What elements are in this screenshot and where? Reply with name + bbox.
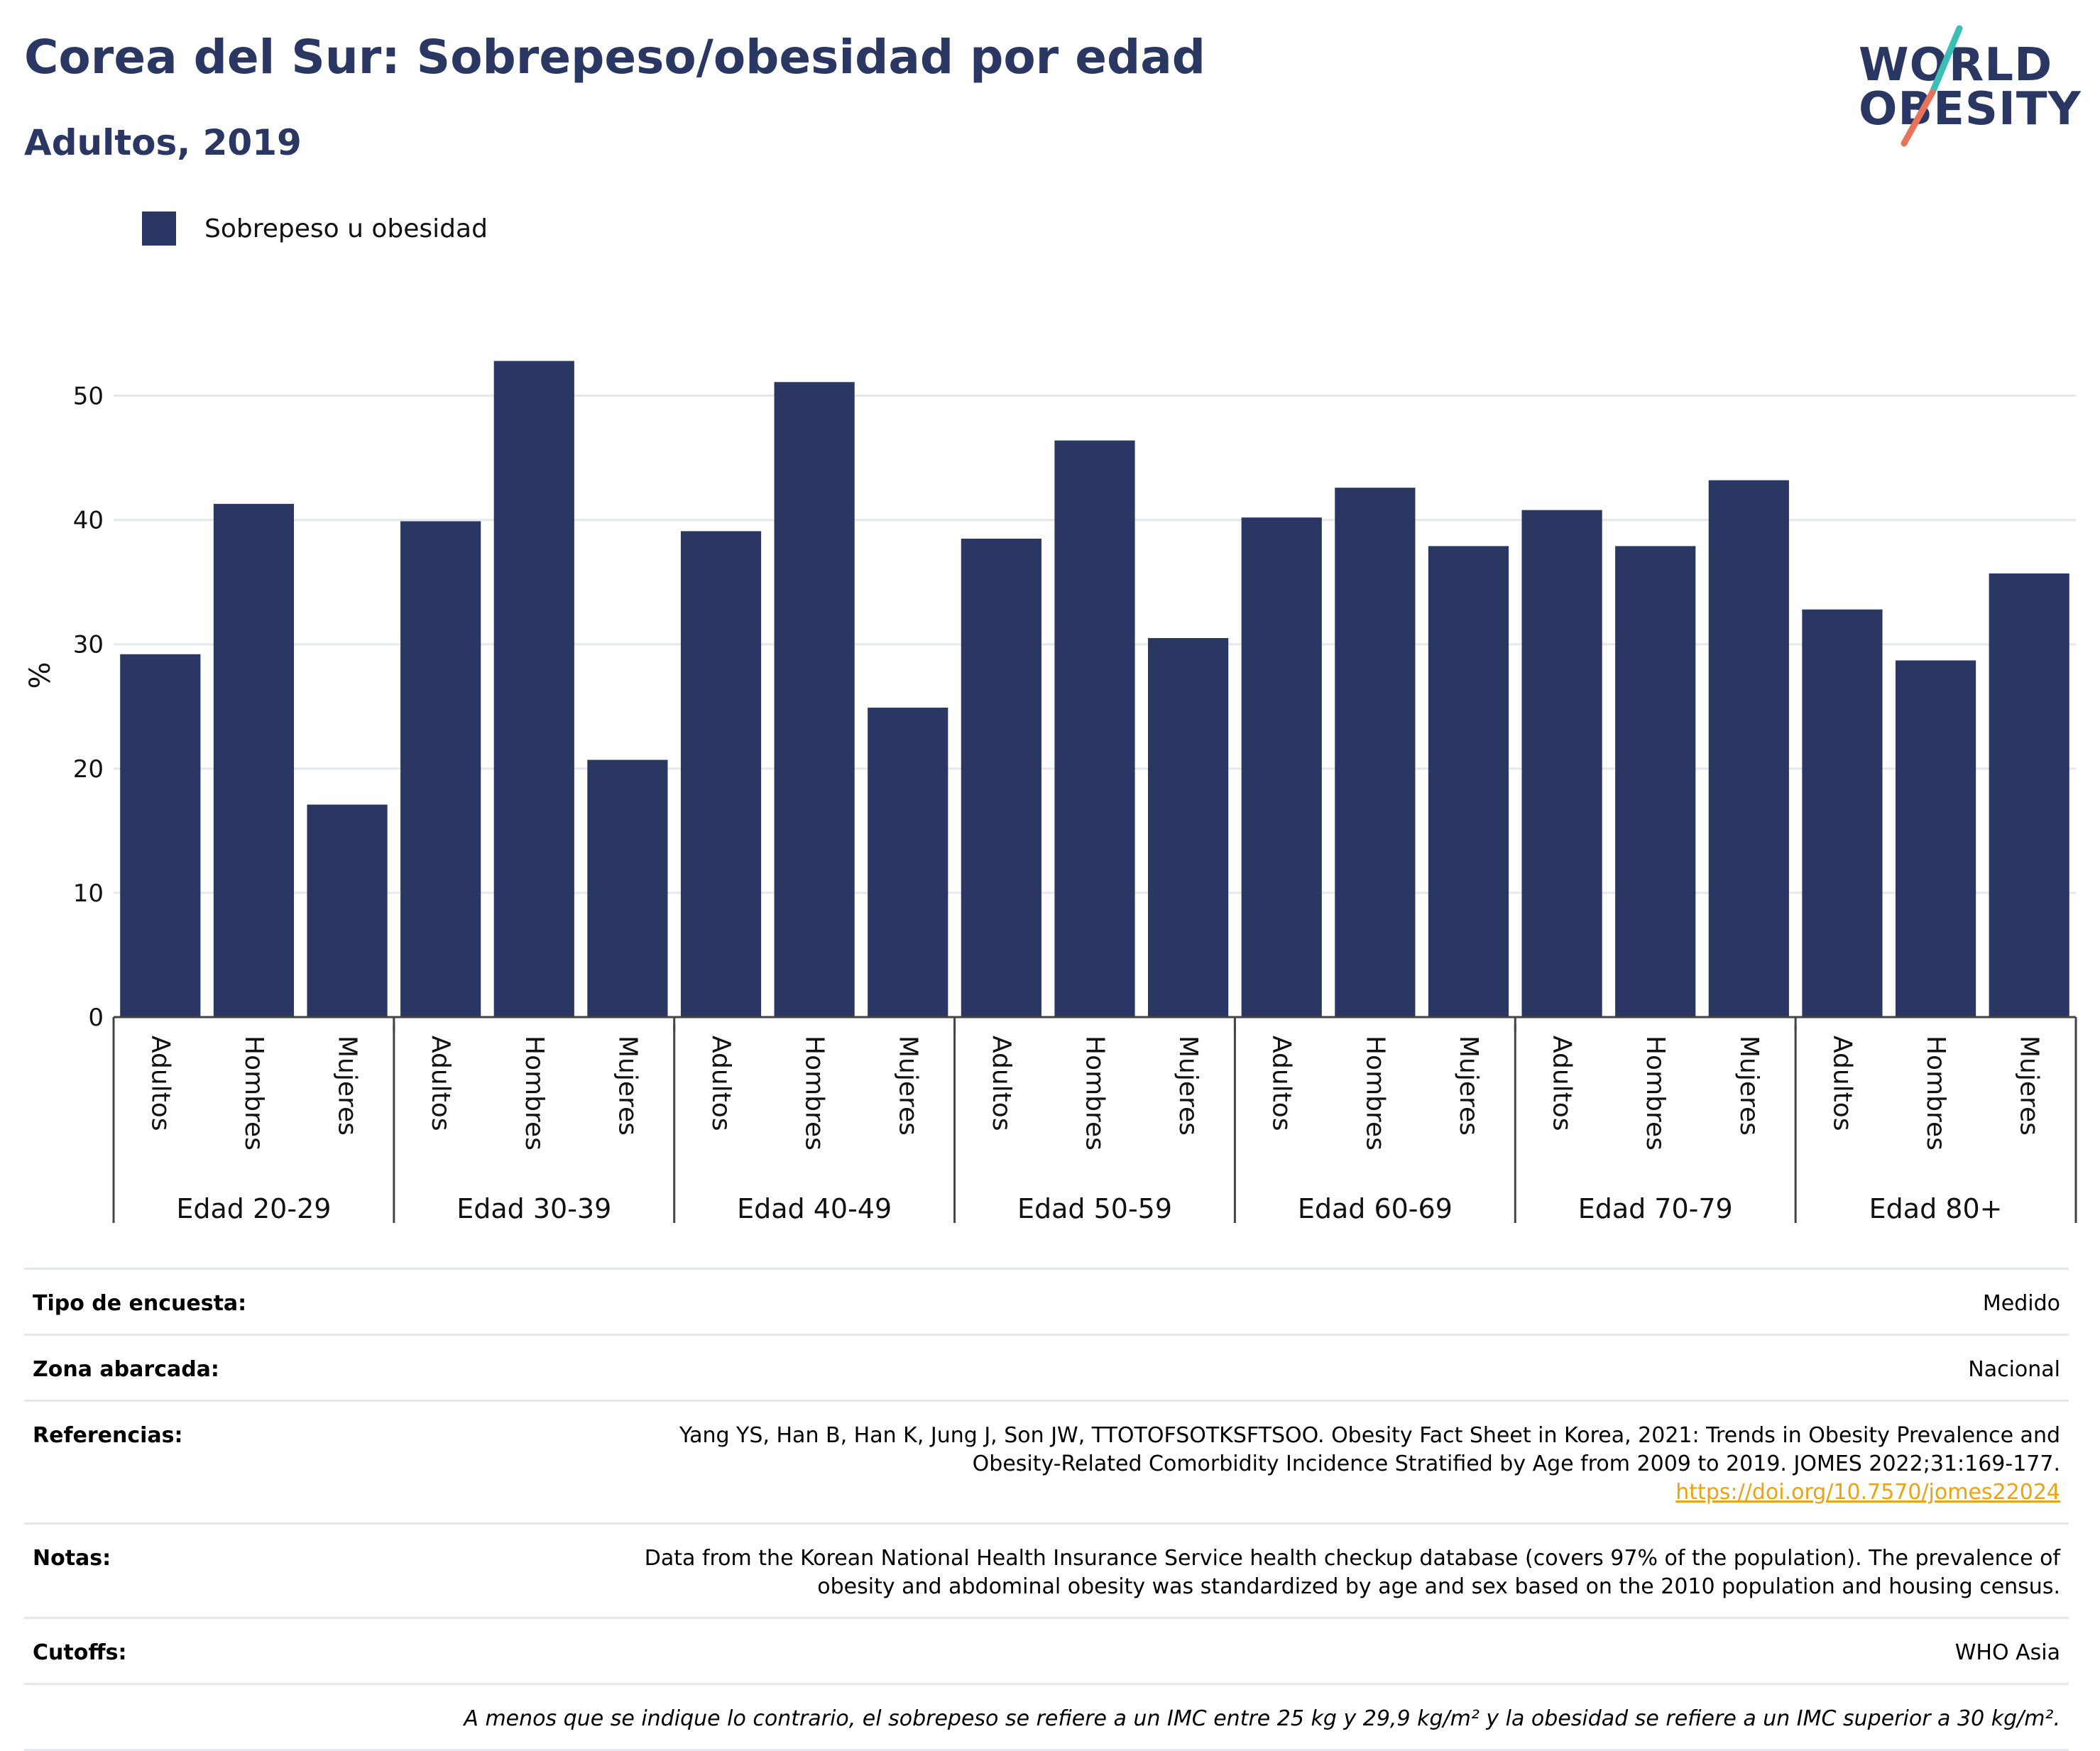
bar xyxy=(1054,440,1135,1017)
references-value: Yang YS, Han B, Han K, Jung J, Son JW, T… xyxy=(679,1422,2060,1507)
legend-swatch xyxy=(142,212,176,246)
x-category-label: Mujeres xyxy=(2015,1036,2044,1136)
footnote-text: A menos que se indique lo contrario, el … xyxy=(464,1706,2060,1731)
x-category-label: Mujeres xyxy=(1454,1036,1483,1136)
bar xyxy=(587,759,668,1017)
y-tick-label: 30 xyxy=(73,631,104,659)
x-category-label: Adultos xyxy=(426,1036,455,1131)
meta-row-notes: Notas: Data from the Korean National Hea… xyxy=(24,1522,2069,1617)
coverage-value: Nacional xyxy=(1968,1357,2060,1382)
y-tick-label: 10 xyxy=(73,879,104,908)
x-category-label: Hombres xyxy=(1081,1036,1110,1151)
references-label: Referencias: xyxy=(33,1423,183,1448)
chart-title: Corea del Sur: Sobrepeso/obesidad por ed… xyxy=(24,30,1205,84)
references-link[interactable]: https://doi.org/10.7570/jomes22024 xyxy=(1675,1480,2060,1505)
coverage-label: Zona abarcada: xyxy=(33,1357,219,1382)
notes-line2: obesity and abdominal obesity was standa… xyxy=(817,1574,2060,1599)
x-category-label: Hombres xyxy=(1641,1036,1670,1151)
x-group-label: Edad 80+ xyxy=(1869,1193,2003,1224)
logo-line2: OBESITY xyxy=(1859,83,2082,136)
bar xyxy=(1335,488,1416,1017)
bar xyxy=(120,654,201,1017)
x-group-label: Edad 50-59 xyxy=(1017,1193,1172,1224)
bar xyxy=(400,521,481,1017)
bar xyxy=(961,538,1041,1017)
x-category-label: Hombres xyxy=(520,1036,549,1151)
cutoffs-value: WHO Asia xyxy=(1954,1640,2060,1665)
notes-line1: Data from the Korean National Health Ins… xyxy=(644,1546,2060,1571)
x-category-label: Mujeres xyxy=(893,1036,922,1136)
survey-type-label: Tipo de encuesta: xyxy=(33,1291,247,1316)
survey-type-value: Medido xyxy=(1982,1291,2060,1316)
x-category-label: Mujeres xyxy=(333,1036,362,1136)
meta-row-coverage: Zona abarcada: Nacional xyxy=(24,1334,2069,1400)
bar xyxy=(493,361,574,1017)
meta-row-cutoffs: Cutoffs: WHO Asia xyxy=(24,1617,2069,1683)
x-category-label: Hombres xyxy=(1921,1036,1950,1151)
notes-label: Notas: xyxy=(33,1546,111,1571)
meta-row-footnote: A menos que se indique lo contrario, el … xyxy=(24,1683,2069,1751)
x-category-label: Mujeres xyxy=(1174,1036,1203,1136)
y-tick-label: 20 xyxy=(73,755,104,784)
bar xyxy=(1148,637,1229,1017)
legend: Sobrepeso u obesidad xyxy=(142,212,488,246)
x-group-label: Edad 30-39 xyxy=(456,1193,611,1224)
y-tick-label: 50 xyxy=(73,383,104,411)
x-category-label: Mujeres xyxy=(613,1036,642,1136)
x-category-label: Hombres xyxy=(800,1036,829,1151)
x-group-label: Edad 40-49 xyxy=(737,1193,892,1224)
bar xyxy=(774,382,855,1017)
x-category-label: Adultos xyxy=(1827,1036,1856,1131)
world-obesity-logo: WORLD OBESITY xyxy=(1853,21,2082,149)
references-line2: Obesity-Related Comorbidity Incidence St… xyxy=(972,1451,2060,1476)
chart-subtitle: Adultos, 2019 xyxy=(24,122,302,163)
x-group-label: Edad 20-29 xyxy=(176,1193,331,1224)
x-group-label: Edad 70-79 xyxy=(1578,1193,1733,1224)
y-axis-title: % xyxy=(24,662,57,688)
bar xyxy=(213,503,295,1017)
bar xyxy=(680,531,762,1017)
logo-slash-icon xyxy=(1901,25,1963,147)
meta-row-references: Referencias: Yang YS, Han B, Han K, Jung… xyxy=(24,1400,2069,1522)
notes-value: Data from the Korean National Health Ins… xyxy=(645,1544,2060,1601)
bar xyxy=(1241,517,1322,1017)
bar xyxy=(1802,609,1883,1017)
x-category-label: Adultos xyxy=(987,1036,1016,1131)
metadata-table: Tipo de encuesta: Medido Zona abarcada: … xyxy=(24,1268,2069,1751)
x-group-label: Edad 60-69 xyxy=(1298,1193,1453,1224)
bar xyxy=(1615,546,1696,1017)
bar xyxy=(307,804,388,1017)
bar xyxy=(1428,546,1509,1017)
x-category-label: Adultos xyxy=(146,1036,175,1131)
cutoffs-label: Cutoffs: xyxy=(33,1640,127,1665)
meta-row-survey-type: Tipo de encuesta: Medido xyxy=(24,1268,2069,1334)
x-category-label: Adultos xyxy=(706,1036,735,1131)
x-category-label: Mujeres xyxy=(1734,1036,1763,1136)
bar xyxy=(1895,660,1976,1017)
bar xyxy=(1708,480,1789,1017)
bar xyxy=(868,708,948,1017)
bar xyxy=(1521,510,1602,1017)
y-tick-label: 0 xyxy=(88,1004,104,1032)
references-line1: Yang YS, Han B, Han K, Jung J, Son JW, T… xyxy=(679,1423,2060,1448)
x-category-label: Hombres xyxy=(1360,1036,1389,1151)
logo-line1: WORLD xyxy=(1859,39,2053,92)
y-tick-label: 40 xyxy=(73,507,104,535)
x-category-label: Hombres xyxy=(239,1036,268,1151)
legend-label: Sobrepeso u obesidad xyxy=(204,214,488,243)
bar xyxy=(1989,573,2069,1017)
bar-chart: 0 10 20 30 40 50% Adultos Hombres Mujeres Edad 20… xyxy=(24,361,2077,1224)
x-category-label: Adultos xyxy=(1267,1036,1296,1131)
x-category-label: Adultos xyxy=(1548,1036,1577,1131)
